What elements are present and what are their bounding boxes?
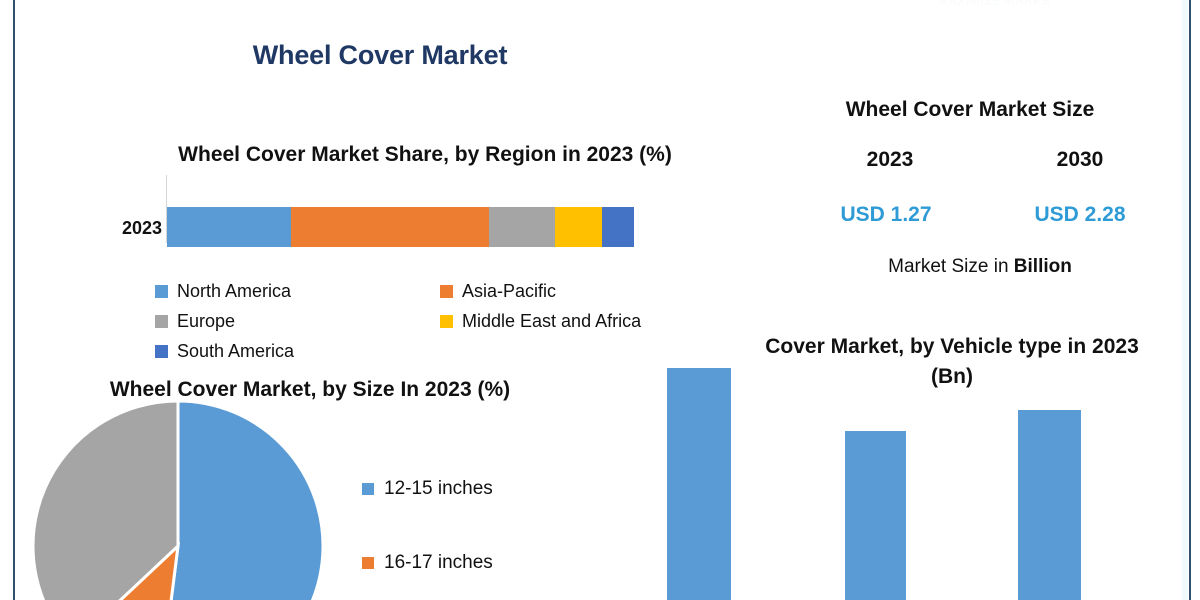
legend-item-asia-pacific[interactable]: Asia-Pacific	[440, 281, 715, 302]
frame-border-right	[1189, 0, 1191, 600]
legend-row: North America Asia-Pacific	[155, 276, 715, 306]
legend-label: Middle East and Africa	[462, 310, 642, 331]
legend-row: Europe Middle East and Africa	[155, 306, 715, 336]
legend-label: 12-15 inches	[384, 478, 493, 499]
pie-chart-title: Wheel Cover Market, by Size In 2023 (%)	[109, 378, 511, 401]
pie-slice	[169, 400, 324, 600]
legend-item-north-america[interactable]: North America	[155, 281, 440, 302]
watermark-text: MAXIMIZE MARKET RESEARCH	[938, 0, 1050, 8]
legend-row: South America	[155, 336, 715, 366]
legend-swatch-icon	[362, 557, 374, 569]
legend-label: Asia-Pacific	[462, 280, 557, 301]
pie-chart	[32, 400, 324, 600]
legend-swatch-icon	[155, 314, 168, 328]
legend-swatch-icon	[155, 284, 168, 298]
market-size-year-end: 2030	[1056, 148, 1104, 171]
market-size-footnote: Market Size in Billion	[770, 256, 1190, 278]
vehicle-type-bar	[1018, 409, 1081, 600]
market-size-footnote-unit: Billion	[1013, 256, 1072, 277]
legend-item-12-15-inches[interactable]: 12-15 inches	[362, 478, 582, 499]
pie-chart-legend: 12-15 inches 16-17 inches	[362, 478, 582, 573]
region-stacked-bar	[167, 207, 634, 247]
legend-label: Europe	[177, 310, 236, 331]
market-size-value-end: USD 2.28	[1034, 203, 1126, 226]
page-title: Wheel Cover Market	[252, 40, 508, 70]
legend-label: South America	[177, 340, 295, 361]
region-segment	[601, 207, 634, 247]
legend-swatch-icon	[155, 344, 168, 358]
legend-item-16-17-inches[interactable]: 16-17 inches	[362, 552, 582, 573]
frame-border-left	[13, 0, 15, 600]
vehicle-type-chart-title: Cover Market, by Vehicle type in 2023 (B…	[765, 335, 1139, 388]
region-chart-axis	[166, 175, 167, 243]
region-segment	[555, 207, 602, 247]
legend-label: 16-17 inches	[384, 552, 493, 573]
legend-item-middle-east-and-africa[interactable]: Middle East and Africa	[440, 311, 715, 332]
region-chart-legend: North America Asia-Pacific Europe Middle…	[155, 276, 715, 366]
legend-swatch-icon	[362, 483, 374, 495]
legend-swatch-icon	[440, 314, 453, 328]
vehicle-type-bar	[667, 368, 731, 600]
market-size-footnote-prefix: Market Size in	[888, 256, 1014, 277]
region-segment	[291, 207, 490, 247]
region-segment	[489, 207, 556, 247]
region-chart-category-label: 2023	[121, 218, 162, 238]
pie-chart-svg	[32, 400, 324, 600]
pie-slice	[118, 542, 181, 600]
region-segment	[167, 207, 292, 247]
pie-slice	[32, 400, 180, 600]
frame-border-right-tint	[1182, 0, 1188, 600]
market-size-title: Wheel Cover Market Size	[845, 98, 1095, 121]
legend-swatch-icon	[440, 284, 453, 298]
region-chart-title: Wheel Cover Market Share, by Region in 2…	[178, 143, 672, 166]
legend-item-south-america[interactable]: South America	[155, 341, 440, 362]
market-size-value-start: USD 1.27	[840, 203, 932, 226]
legend-label: North America	[177, 280, 292, 301]
market-size-year-start: 2023	[866, 148, 914, 171]
vehicle-type-bar	[845, 430, 906, 600]
legend-item-europe[interactable]: Europe	[155, 311, 440, 332]
